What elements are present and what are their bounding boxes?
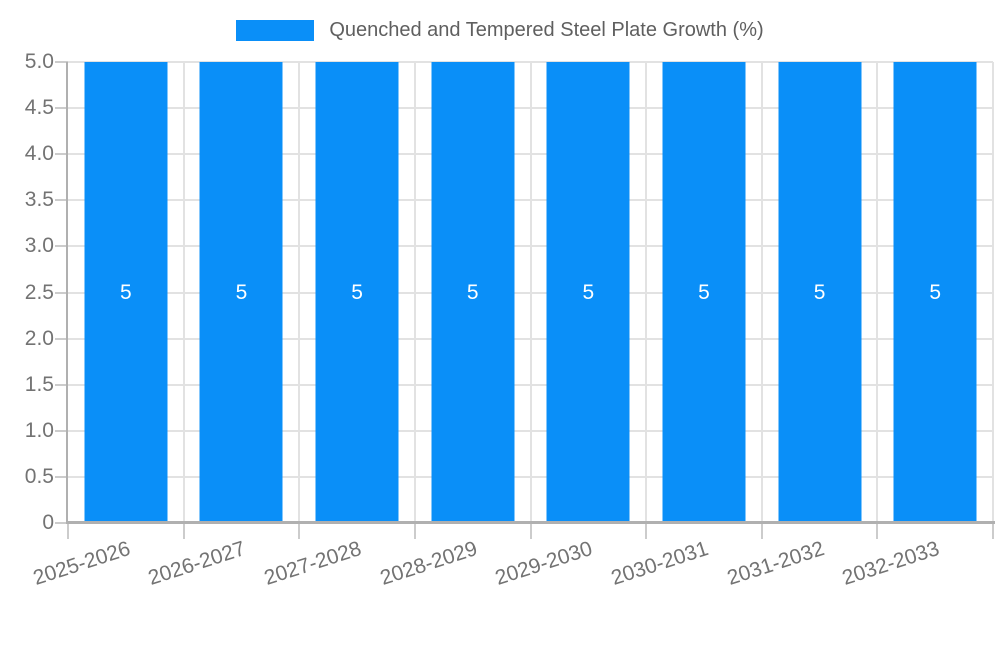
bar-chart: Quenched and Tempered Steel Plate Growth…: [0, 19, 1000, 600]
x-tick: [876, 523, 879, 539]
y-tick: [55, 61, 68, 63]
bar-value-label: 5: [582, 280, 595, 304]
y-axis-tick-label: 0.5: [24, 464, 54, 488]
y-axis-tick-label: 3.0: [24, 234, 54, 258]
y-axis-line: [66, 62, 68, 523]
bar[interactable]: 5: [199, 62, 283, 523]
x-axis-line: [66, 521, 995, 524]
bar-value-label: 5: [119, 280, 132, 304]
bar-value-label: 5: [466, 280, 479, 304]
y-tick: [55, 337, 68, 340]
bar-value-label: 5: [929, 280, 942, 304]
y-tick: [55, 153, 68, 156]
x-tick: [67, 523, 69, 539]
x-tick: [645, 523, 648, 539]
gridline-vertical: [298, 62, 301, 523]
x-tick: [760, 523, 763, 539]
y-tick: [55, 383, 68, 386]
y-tick: [55, 245, 68, 248]
y-axis-tick-label: 4.5: [24, 96, 54, 120]
bar[interactable]: 5: [662, 62, 746, 523]
y-axis-tick-label: 2.0: [24, 326, 54, 350]
y-axis-tick-label: 1.0: [24, 418, 54, 442]
y-axis-tick-label: 4.0: [24, 142, 54, 166]
x-tick: [182, 523, 185, 539]
x-tick: [992, 523, 994, 539]
plot-area: 5 5 5 5 5 5 5 5: [55, 61, 995, 539]
y-tick: [55, 429, 68, 432]
bar[interactable]: 5: [315, 62, 399, 523]
y-axis-labels: 5.0 4.5 4.0 3.5 3.0 2.5 2.0 1.5 1.0 0.5 0: [0, 50, 54, 534]
legend-swatch-icon: [236, 19, 315, 41]
bar[interactable]: 5: [546, 62, 630, 523]
gridline-vertical: [876, 62, 879, 523]
gridline-vertical: [992, 62, 994, 523]
x-axis-labels: 2025-2026 2026-2027 2027-2028 2028-2029 2029…: [30, 523, 993, 600]
bar-value-label: 5: [235, 280, 248, 304]
y-axis-tick-label: 2.5: [24, 280, 54, 304]
bar-value-label: 5: [813, 280, 826, 304]
legend[interactable]: Quenched and Tempered Steel Plate Growth…: [0, 19, 1000, 41]
gridline-vertical: [413, 62, 416, 523]
y-tick: [55, 291, 68, 294]
y-tick: [55, 475, 68, 478]
bar[interactable]: 5: [893, 62, 977, 523]
gridline-vertical: [760, 62, 763, 523]
bar[interactable]: 5: [431, 62, 515, 523]
y-axis-tick-label: 1.5: [24, 372, 54, 396]
y-axis-tick-label: 5.0: [24, 50, 54, 73]
x-tick: [413, 523, 416, 539]
legend-label: Quenched and Tempered Steel Plate Growth…: [329, 19, 764, 41]
y-axis-tick-label: 0: [42, 511, 54, 534]
bar[interactable]: 5: [84, 62, 168, 523]
y-tick: [55, 199, 68, 202]
gridline-vertical: [529, 62, 532, 523]
x-tick: [298, 523, 301, 539]
x-tick: [529, 523, 532, 539]
y-axis-tick-label: 3.5: [24, 188, 54, 212]
gridline-vertical: [645, 62, 648, 523]
bar-value-label: 5: [351, 280, 363, 304]
bar[interactable]: 5: [778, 62, 862, 523]
y-tick: [55, 107, 68, 110]
y-tick: [55, 522, 68, 524]
gridline-vertical: [182, 62, 185, 523]
bar-value-label: 5: [698, 280, 710, 304]
